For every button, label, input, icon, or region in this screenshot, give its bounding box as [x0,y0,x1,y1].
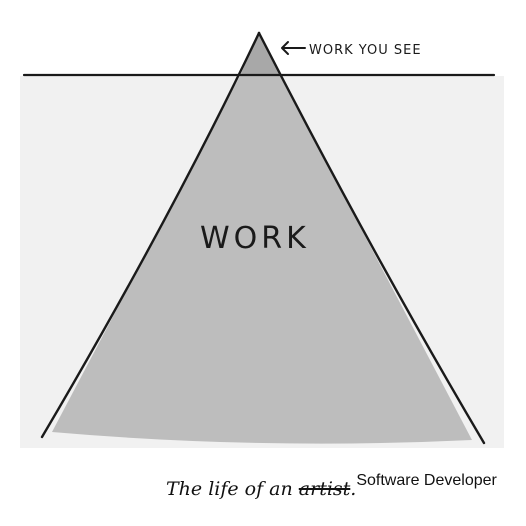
pyramid-tip [240,33,281,76]
work-label: WORK [200,221,310,256]
tip-label: WORK YOU SEE [309,43,422,58]
horizon-line [22,73,496,77]
pyramid-left-edge [40,31,261,439]
pyramid-right-edge [257,31,486,445]
caption-prefix: The life of an [166,478,299,500]
caption-replacement: Software Developer [356,472,497,489]
caption-struck-word: artist [298,478,351,500]
caption: The life of an artist.Software Developer [166,472,497,500]
caption-period: . [350,478,357,500]
pyramid-body [52,76,472,444]
arrow-icon [281,41,306,55]
